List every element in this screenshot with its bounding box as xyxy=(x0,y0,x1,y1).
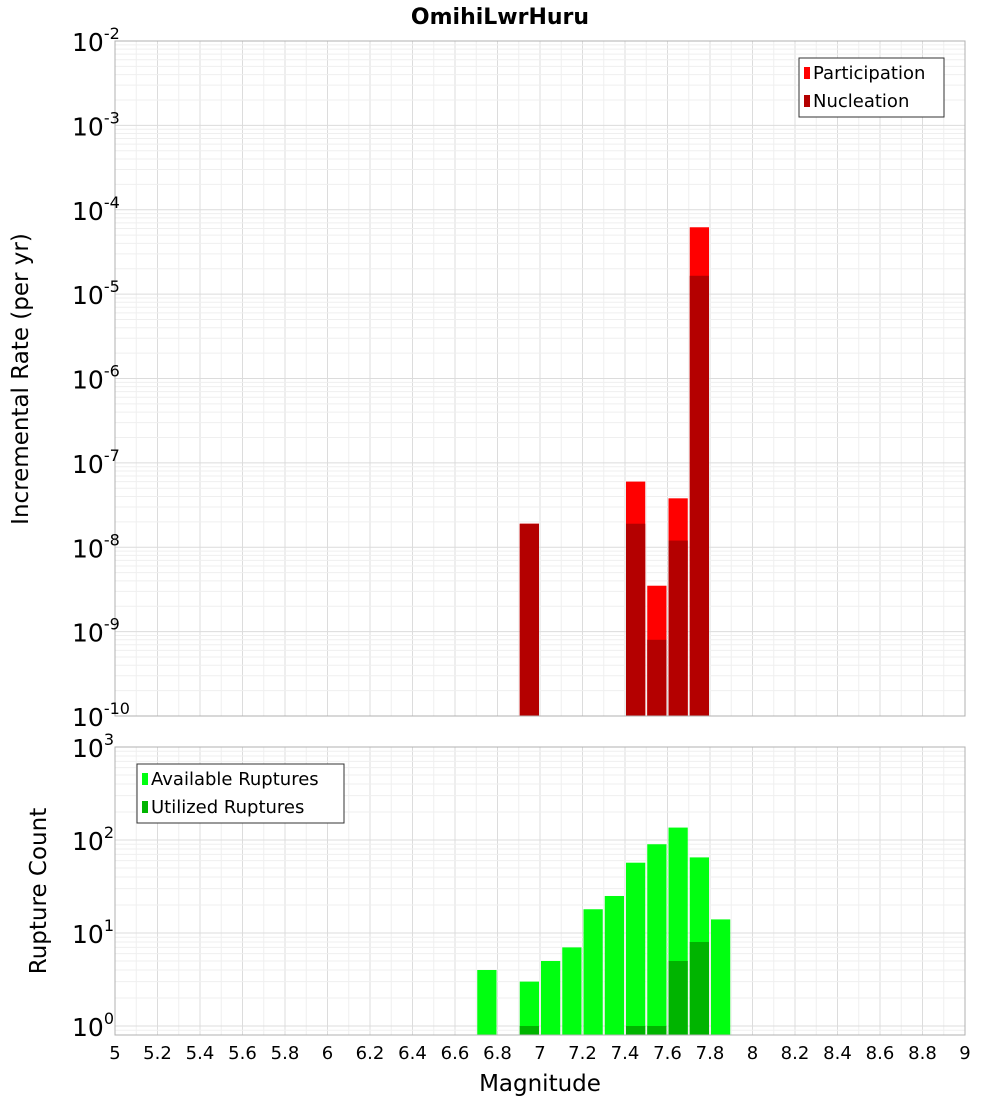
count-y-axis-label: Rupture Count xyxy=(26,808,52,974)
rate-y-tick-label: 10-5 xyxy=(72,277,120,310)
x-tick-label: 5.6 xyxy=(228,1043,257,1064)
x-tick-label: 9 xyxy=(959,1043,970,1064)
count-bar-available-ruptures-10 xyxy=(711,919,731,1035)
count-legend-label: Available Ruptures xyxy=(151,769,319,790)
count-legend-swatch xyxy=(142,773,148,785)
x-tick-label: 7.8 xyxy=(696,1043,725,1064)
rate-y-axis-label: Incremental Rate (per yr) xyxy=(8,233,34,525)
x-tick-label: 7.4 xyxy=(611,1043,640,1064)
rate-bar-nucleation-0 xyxy=(519,523,539,716)
count-bar-available-ruptures-2 xyxy=(541,960,561,1035)
count-series-utilized-ruptures xyxy=(519,942,709,1035)
count-bar-utilized-ruptures-1 xyxy=(626,1025,646,1035)
rate-y-tick-label: 10-2 xyxy=(72,24,120,57)
count-series-available-ruptures xyxy=(477,827,731,1035)
count-legend: Available Ruptures Utilized Ruptures xyxy=(136,763,345,824)
rate-bar-nucleation-4 xyxy=(689,275,709,716)
count-bar-available-ruptures-3 xyxy=(562,947,582,1035)
rate-legend-swatch xyxy=(804,95,810,107)
x-tick-label: 7.2 xyxy=(568,1043,597,1064)
rate-y-tick-label: 10-7 xyxy=(72,446,120,479)
rate-y-tick-label: 10-4 xyxy=(72,193,120,226)
rate-legend-label: Nucleation xyxy=(813,91,909,112)
count-y-tick-label: 102 xyxy=(72,823,114,856)
count-bar-utilized-ruptures-0 xyxy=(519,1025,539,1035)
rate-legend-label: Participation xyxy=(813,63,925,84)
x-tick-label: 6.6 xyxy=(441,1043,470,1064)
count-bar-available-ruptures-5 xyxy=(604,895,624,1035)
count-bar-available-ruptures-6 xyxy=(626,862,646,1035)
rate-legend: Participation Nucleation xyxy=(798,57,945,118)
count-legend-swatch xyxy=(142,801,148,813)
x-ticks: 5 5.2 5.4 5.6 5.8 6 6.2 6.4 6.6 6.8 7 7.2 7.4 7.6 7.8 8… xyxy=(109,1043,970,1064)
count-legend-label: Utilized Ruptures xyxy=(151,797,304,818)
rate-legend-swatch xyxy=(804,67,810,79)
x-tick-label: 6 xyxy=(322,1043,333,1064)
x-tick-label: 8.8 xyxy=(908,1043,937,1064)
x-tick-label: 6.8 xyxy=(483,1043,512,1064)
rate-bar-nucleation-1 xyxy=(626,523,646,716)
count-bar-available-ruptures-7 xyxy=(647,844,667,1035)
rate-legend-box xyxy=(798,57,945,118)
count-y-ticks: 103 102 101 100 xyxy=(72,730,114,1042)
x-tick-label: 7 xyxy=(534,1043,545,1064)
x-tick-label: 8.6 xyxy=(866,1043,895,1064)
rate-y-tick-label: 10-6 xyxy=(72,362,120,395)
x-tick-label: 5 xyxy=(109,1043,120,1064)
rate-series-nucleation xyxy=(519,275,709,716)
x-tick-label: 8.2 xyxy=(781,1043,810,1064)
count-bar-available-ruptures-4 xyxy=(583,909,603,1035)
rate-y-tick-label: 10-9 xyxy=(72,615,120,648)
x-tick-label: 8 xyxy=(747,1043,758,1064)
x-axis-label: Magnitude xyxy=(479,1071,601,1097)
count-bar-utilized-ruptures-2 xyxy=(647,1025,667,1035)
count-y-tick-label: 100 xyxy=(72,1009,114,1042)
count-bar-utilized-ruptures-4 xyxy=(689,942,709,1035)
count-bar-available-ruptures-0 xyxy=(477,969,497,1035)
rate-grid xyxy=(114,41,966,717)
x-tick-label: 8.4 xyxy=(823,1043,852,1064)
rate-plot-frame xyxy=(114,40,966,717)
rate-bar-nucleation-2 xyxy=(647,639,667,716)
rate-y-tick-label: 10-10 xyxy=(72,699,130,732)
rate-y-tick-label: 10-8 xyxy=(72,530,120,563)
chart-title: OmihiLwrHuru xyxy=(411,5,589,30)
rate-bar-nucleation-3 xyxy=(668,540,688,716)
x-tick-label: 5.8 xyxy=(271,1043,300,1064)
rate-y-tick-label: 10-3 xyxy=(72,108,120,141)
count-legend-box xyxy=(136,763,345,824)
count-bar-utilized-ruptures-3 xyxy=(668,960,688,1035)
x-tick-label: 7.6 xyxy=(653,1043,682,1064)
x-tick-label: 5.4 xyxy=(186,1043,215,1064)
count-y-tick-label: 101 xyxy=(72,916,114,949)
x-tick-label: 6.2 xyxy=(356,1043,385,1064)
rate-panel: 10-2 10-3 10-4 10-5 10-6 10-7 10-8 10-9 10-10 Par… xyxy=(72,24,966,732)
x-tick-label: 6.4 xyxy=(398,1043,427,1064)
count-y-tick-label: 103 xyxy=(72,730,114,763)
rate-y-ticks: 10-2 10-3 10-4 10-5 10-6 10-7 10-8 10-9 10-10 xyxy=(72,24,130,732)
x-tick-label: 5.2 xyxy=(143,1043,172,1064)
count-bar-available-ruptures-1 xyxy=(519,981,539,1035)
count-plot-frame xyxy=(114,746,966,1036)
